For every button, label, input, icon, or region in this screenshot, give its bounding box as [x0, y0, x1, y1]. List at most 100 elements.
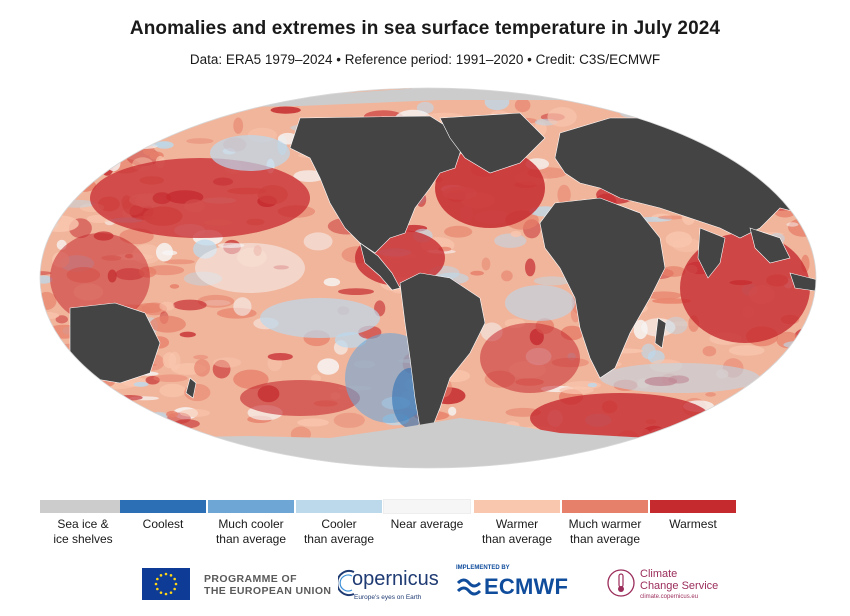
ocean-anomaly-patch [652, 298, 691, 304]
ocean-anomaly-patch [705, 392, 716, 397]
ocean-anomaly-patch [65, 90, 77, 101]
ocean-anomaly-patch [94, 146, 119, 154]
ocean-anomaly-patch [674, 104, 693, 111]
map-outline [39, 87, 817, 469]
land-africa [539, 197, 666, 379]
legend-label: Much cooler than average [215, 517, 287, 546]
cool-region-southern-ocean [600, 363, 760, 393]
ocean-anomaly-patch [96, 447, 133, 461]
eu-star [156, 587, 159, 591]
ocean-anomaly-patch [156, 425, 190, 440]
ocean-anomaly-patch [643, 107, 653, 116]
legend-item-much-cooler: Much cooler than average [208, 500, 294, 547]
ocean-anomaly-patch [494, 233, 527, 248]
ocean-anomaly-patch [166, 410, 179, 418]
ecmwf-wordmark: ECMWF [484, 574, 569, 599]
page-subtitle: Data: ERA5 1979–2024 • Reference period:… [189, 52, 661, 67]
ocean-anomaly-patch [802, 88, 816, 100]
ocean-anomaly-patch [794, 153, 807, 158]
ocean-anomaly-patch [146, 95, 170, 107]
land-central-america [359, 242, 401, 291]
ocean-anomaly-patch [47, 351, 76, 368]
ocean-anomaly-patch [58, 361, 73, 375]
land-north-america [289, 115, 466, 254]
ocean-anomaly-patch [267, 455, 288, 463]
cool-region-equatorial-pacific [260, 298, 380, 338]
ocean-anomaly-patch [625, 91, 647, 104]
legend-label: Sea ice & ice shelves [53, 517, 113, 546]
legend-label: Warmer than average [481, 517, 553, 546]
map-container [0, 78, 850, 478]
ocean-anomaly-patch [172, 299, 207, 311]
ocean-anomaly-patch [101, 429, 138, 447]
ocean-anomaly-patch [48, 106, 60, 126]
ocean-anomaly-patch [118, 144, 130, 152]
ocean-anomaly-patch [270, 106, 301, 114]
ocean-anomaly-patch [798, 93, 816, 106]
ocean-anomaly-patch [769, 422, 788, 440]
ocean-anomaly-patch [791, 364, 816, 380]
ocean-anomaly-patch [197, 294, 235, 308]
ocean-anomaly-patch [152, 105, 164, 112]
ocean-anomaly-patch [40, 455, 57, 464]
ocean-anomaly-patch [559, 386, 594, 395]
c3s-url: climate.copernicus.eu [640, 594, 699, 600]
ocean-anomaly-patch [111, 415, 127, 425]
ocean-anomaly-patch [233, 117, 244, 134]
ocean-anomaly-patch [773, 172, 811, 193]
ocean-anomaly-patch [773, 370, 814, 380]
ocean-anomaly-patch [678, 452, 688, 468]
ocean-anomaly-patch [808, 166, 816, 177]
warm-region-west-pacific [50, 233, 150, 323]
ocean-anomaly-patch [212, 359, 231, 379]
ocean-anomaly-patch [40, 202, 56, 213]
ocean-anomaly-patch [771, 88, 791, 94]
ocean-anomaly-patch [665, 231, 692, 248]
ocean-anomaly-patch [664, 316, 688, 335]
ocean-anomaly-patch [193, 354, 209, 360]
legend-label: Warmest [669, 517, 717, 531]
legend-item-sea-ice: Sea ice & ice shelves [40, 500, 126, 547]
ocean-anomaly-patch [119, 413, 155, 423]
legend-item-warmer: Warmer than average [474, 500, 560, 547]
ocean-anomaly-patch [56, 199, 96, 208]
ocean-anomaly-patch [42, 379, 64, 395]
ocean-anomaly-patch [163, 444, 201, 453]
ocean-anomaly-patch [97, 109, 112, 119]
ocean-anomaly-patch [690, 119, 729, 136]
ocean-anomaly-patch [162, 352, 177, 369]
ocean-anomaly-patch [620, 109, 641, 118]
ocean-anomaly-patch [619, 88, 653, 100]
ocean-anomaly-patch [794, 327, 816, 344]
ocean-anomaly-patch [662, 458, 696, 468]
ocean-anomaly-patch [311, 374, 321, 383]
implemented-by-label: IMPLEMENTED BY [456, 565, 510, 571]
ocean-anomaly-patch [557, 184, 571, 205]
partner-logos: PROGRAMME OF THE EUROPEAN UNION opernicus… [0, 562, 850, 612]
ocean-anomaly-patch [787, 424, 803, 431]
ocean-anomaly-patch [297, 418, 329, 427]
warm-region-north-pacific [90, 158, 310, 238]
eu-flag-icon [142, 568, 190, 600]
page-title: Anomalies and extremes in sea surface te… [129, 18, 721, 39]
ocean-anomaly-patch [45, 142, 66, 161]
legend-item-much-warmer: Much warmer than average [562, 500, 648, 547]
land-india [697, 227, 726, 279]
ocean-anomaly-patch [470, 270, 484, 276]
eu-star [154, 582, 158, 586]
ocean-anomaly-patch [40, 421, 63, 427]
warm-region-north-atlantic [435, 148, 545, 228]
ocean-anomaly-patch [125, 428, 150, 445]
ocean-anomaly-patch [169, 284, 180, 289]
legend-swatch [562, 500, 648, 513]
eu-star [164, 572, 168, 576]
ocean-anomaly-patch [323, 277, 341, 287]
ocean-anomaly-patch [114, 88, 129, 103]
eu-star [156, 577, 159, 581]
ocean-anomaly-patch [333, 412, 365, 428]
ocean-anomaly-patch [93, 114, 129, 119]
legend-item-cooler: Cooler than average [296, 500, 382, 547]
ocean-anomaly-patch [645, 291, 682, 300]
ocean-anomaly-patch [267, 353, 293, 361]
eu-star [164, 592, 168, 596]
